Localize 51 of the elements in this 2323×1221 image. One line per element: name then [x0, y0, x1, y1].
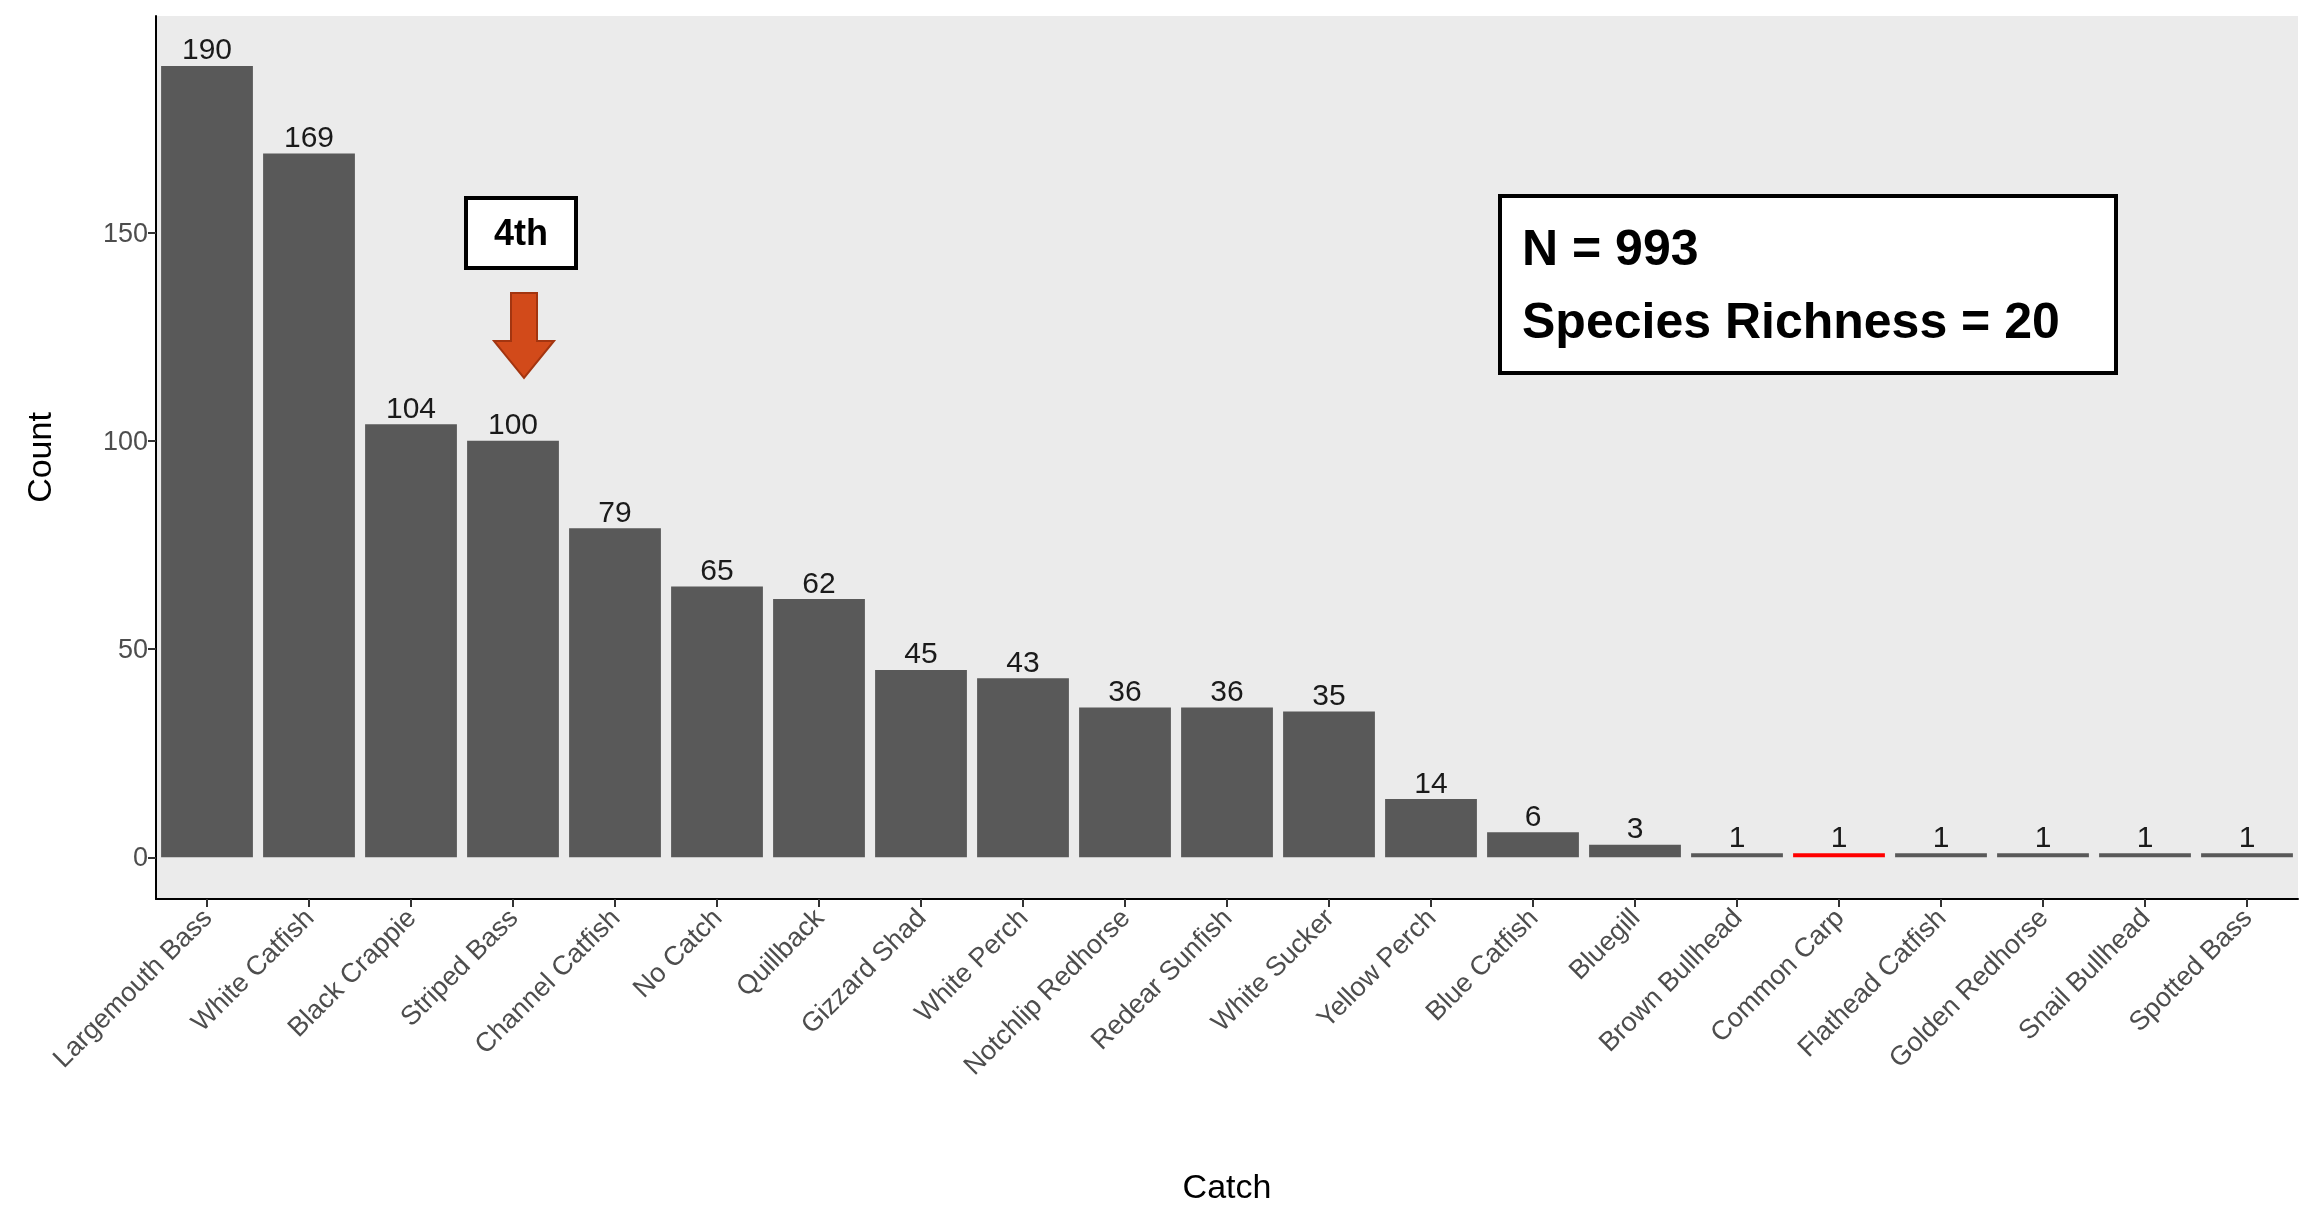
data-label: 1: [1728, 819, 1746, 853]
annotation: Species Richness = 20: [1522, 291, 2061, 351]
data-label: 65: [700, 553, 734, 587]
data-label: 100: [487, 407, 539, 441]
y-tick-label: 50: [117, 634, 148, 665]
y-tick-label: 100: [102, 425, 148, 456]
bar: [1487, 832, 1579, 858]
data-label: 190: [181, 32, 233, 66]
bar: [1793, 853, 1885, 858]
bar: [875, 669, 967, 858]
data-label: 1: [1932, 819, 1950, 853]
data-label: 1: [2238, 819, 2256, 853]
data-label: 104: [385, 390, 437, 424]
data-label: 43: [1006, 644, 1040, 678]
bar: [2099, 853, 2191, 858]
bar: [1079, 707, 1171, 858]
data-label: 79: [598, 494, 632, 528]
bar: [773, 599, 865, 858]
bar: [977, 678, 1069, 858]
bar: [1283, 711, 1375, 858]
bar: [263, 153, 355, 858]
data-label: 3: [1626, 811, 1644, 845]
data-label: 36: [1108, 673, 1142, 707]
bar: [1895, 853, 1987, 858]
data-label: 1: [2136, 819, 2154, 853]
data-label: 14: [1414, 765, 1448, 799]
x-axis-title: Catch: [1182, 1167, 1272, 1205]
data-label: 62: [802, 565, 836, 599]
y-tick-label: 150: [102, 217, 148, 248]
data-label: 35: [1312, 678, 1346, 712]
bar: [569, 528, 661, 858]
bar: [2201, 853, 2293, 858]
y-tick-label: 0: [132, 842, 148, 873]
data-label: 36: [1210, 673, 1244, 707]
data-label: 6: [1524, 798, 1542, 832]
bar: [1181, 707, 1273, 858]
bar: [467, 440, 559, 858]
data-label: 169: [283, 119, 335, 153]
bar: [365, 424, 457, 858]
y-axis-title: Count: [20, 411, 58, 503]
annotation: 4th: [464, 196, 578, 270]
bar: [1997, 853, 2089, 858]
annotation: N = 993: [1522, 219, 1700, 278]
data-label: 1: [2034, 819, 2052, 853]
bar: [1385, 799, 1477, 858]
data-label: 45: [904, 636, 938, 670]
bar: [1589, 844, 1681, 858]
bar: [671, 586, 763, 858]
bar: [1691, 853, 1783, 858]
data-label: 1: [1830, 819, 1848, 853]
bar: [161, 65, 253, 858]
